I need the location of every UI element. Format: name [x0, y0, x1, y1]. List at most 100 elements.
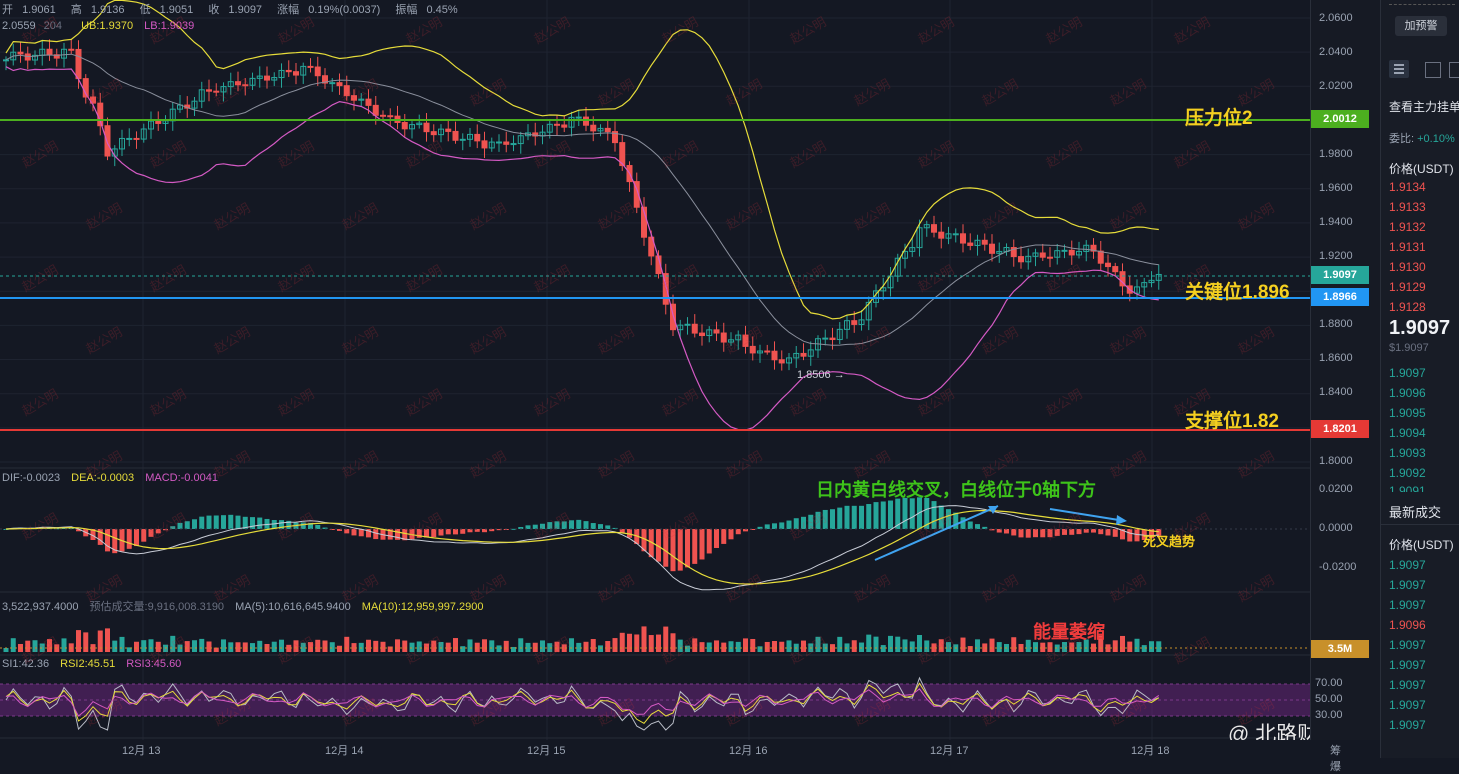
volume-ma5: MA(5):10,616,645.9400	[235, 601, 351, 613]
volume-bar	[1120, 635, 1125, 652]
candle-body	[771, 350, 778, 361]
ask-price[interactable]: 1.9134	[1389, 180, 1426, 194]
candle-body	[430, 131, 437, 136]
volume-bar	[619, 632, 625, 652]
macd-histogram-bar	[1047, 529, 1053, 538]
volume-bar	[779, 641, 785, 652]
macd-histogram-bar	[525, 525, 531, 529]
volume-bar	[83, 632, 89, 652]
candle-body	[662, 273, 669, 305]
volume-bar	[1141, 645, 1147, 652]
macd-histogram-bar	[554, 521, 560, 529]
macd-histogram-bar	[830, 509, 835, 529]
macd-histogram-bar	[873, 502, 879, 529]
trades-title[interactable]: 最新成交	[1389, 505, 1442, 520]
candle-body	[1141, 282, 1148, 288]
candle-body	[836, 328, 843, 341]
bid-price[interactable]: 1.9096	[1389, 386, 1426, 400]
volume-bar	[880, 645, 886, 652]
orderbook-bids-icon[interactable]	[1449, 62, 1459, 78]
macd-histogram-bar	[366, 529, 371, 538]
time-label: 12月 16	[729, 745, 768, 757]
candle-body	[343, 85, 350, 97]
volume-bar	[141, 640, 147, 652]
volume-bar	[25, 640, 31, 652]
price-tick: 1.8600	[1319, 352, 1353, 364]
bid-price[interactable]: 1.9095	[1389, 406, 1426, 420]
volume-bar	[1047, 642, 1053, 652]
macd-histogram-bar	[982, 526, 988, 529]
macd-legend: DIF:-0.0023 DEA:-0.0003 MACD:-0.0041	[2, 472, 226, 484]
ask-price[interactable]: 1.9130	[1389, 260, 1426, 274]
candle-body	[459, 138, 466, 141]
macd-histogram-bar	[996, 529, 1002, 533]
macd-histogram-bar	[801, 516, 806, 529]
macd-histogram-bar	[322, 527, 328, 529]
rsi-tick: 30.00	[1315, 709, 1343, 721]
volume-bar	[76, 630, 81, 652]
volume-bar	[540, 640, 545, 652]
price-header: 价格(USDT)	[1389, 162, 1454, 176]
candle-body	[220, 86, 227, 93]
macd-dif: DIF:-0.0023	[2, 472, 61, 484]
macd-histogram-bar	[975, 524, 980, 529]
bid-price[interactable]: 1.9097	[1389, 366, 1426, 380]
candle-body	[1097, 250, 1104, 264]
add-alert-button[interactable]: 加预警	[1395, 16, 1447, 36]
price-axis[interactable]: 2.0600 2.0400 2.0200 1.9800 1.9600 1.940…	[1310, 0, 1381, 740]
macd-dea-line	[5, 509, 1159, 585]
trade-price: 1.9097	[1389, 698, 1426, 712]
chart-area[interactable]: 开 1.9061 高 1.9136 低 1.9051 收 1.9097 涨幅 0…	[0, 0, 1310, 740]
orderbook-title[interactable]: 查看主力挂单	[1389, 100, 1459, 114]
volume-bar	[612, 638, 618, 652]
macd-histogram-bar	[105, 529, 110, 552]
macd-histogram-bar	[1054, 529, 1060, 536]
volume-bar	[1105, 644, 1111, 652]
orderbook-asks-icon[interactable]	[1425, 62, 1441, 78]
ask-price[interactable]: 1.9129	[1389, 280, 1426, 294]
ask-price[interactable]: 1.9128	[1389, 300, 1426, 314]
time-axis-right-label: 筹 爆	[1330, 745, 1341, 773]
candle-body	[952, 233, 959, 236]
main-chart[interactable]	[0, 0, 1310, 740]
candle-body	[133, 137, 140, 140]
macd-histogram-bar	[416, 529, 422, 538]
volume-bar	[859, 642, 864, 652]
volume-annotation: 能量萎缩	[1033, 622, 1105, 642]
macd-histogram-bar	[851, 505, 857, 529]
candle-body	[691, 323, 698, 334]
volume-bar	[605, 641, 611, 652]
candle-body	[488, 141, 495, 149]
macd-histogram-bar	[279, 520, 284, 529]
volume-bar	[39, 643, 45, 652]
rsi3-line	[5, 688, 1160, 717]
bid-price[interactable]: 1.9093	[1389, 446, 1426, 460]
macd-histogram-bar	[1134, 529, 1140, 542]
ask-price[interactable]: 1.9132	[1389, 220, 1426, 234]
volume-bar	[97, 630, 103, 652]
bid-price[interactable]: 1.9094	[1389, 426, 1426, 440]
volume-bar	[300, 642, 306, 652]
candle-body	[416, 122, 423, 126]
bid-price[interactable]: 1.9091	[1389, 484, 1426, 492]
volume-bar	[47, 639, 52, 652]
ask-price[interactable]: 1.9131	[1389, 240, 1426, 254]
macd-histogram-bar	[257, 517, 263, 529]
candle-body	[126, 137, 133, 140]
volume-bar	[119, 636, 125, 652]
macd-histogram-bar	[373, 529, 379, 540]
candle-body	[720, 332, 727, 343]
candle-body	[1105, 262, 1111, 268]
ask-price[interactable]: 1.9133	[1389, 200, 1426, 214]
macd-histogram-bar	[170, 526, 176, 529]
candle-body	[916, 227, 923, 249]
orderbook-both-icon[interactable]	[1389, 60, 1409, 78]
volume-bar	[728, 641, 734, 652]
candle-body	[517, 135, 524, 145]
candle-body	[974, 239, 981, 246]
macd-histogram-bar	[148, 529, 154, 537]
volume-bar	[293, 640, 299, 652]
bid-price[interactable]: 1.9092	[1389, 466, 1426, 480]
trade-price: 1.9097	[1389, 718, 1426, 732]
volume-bar	[866, 634, 872, 652]
